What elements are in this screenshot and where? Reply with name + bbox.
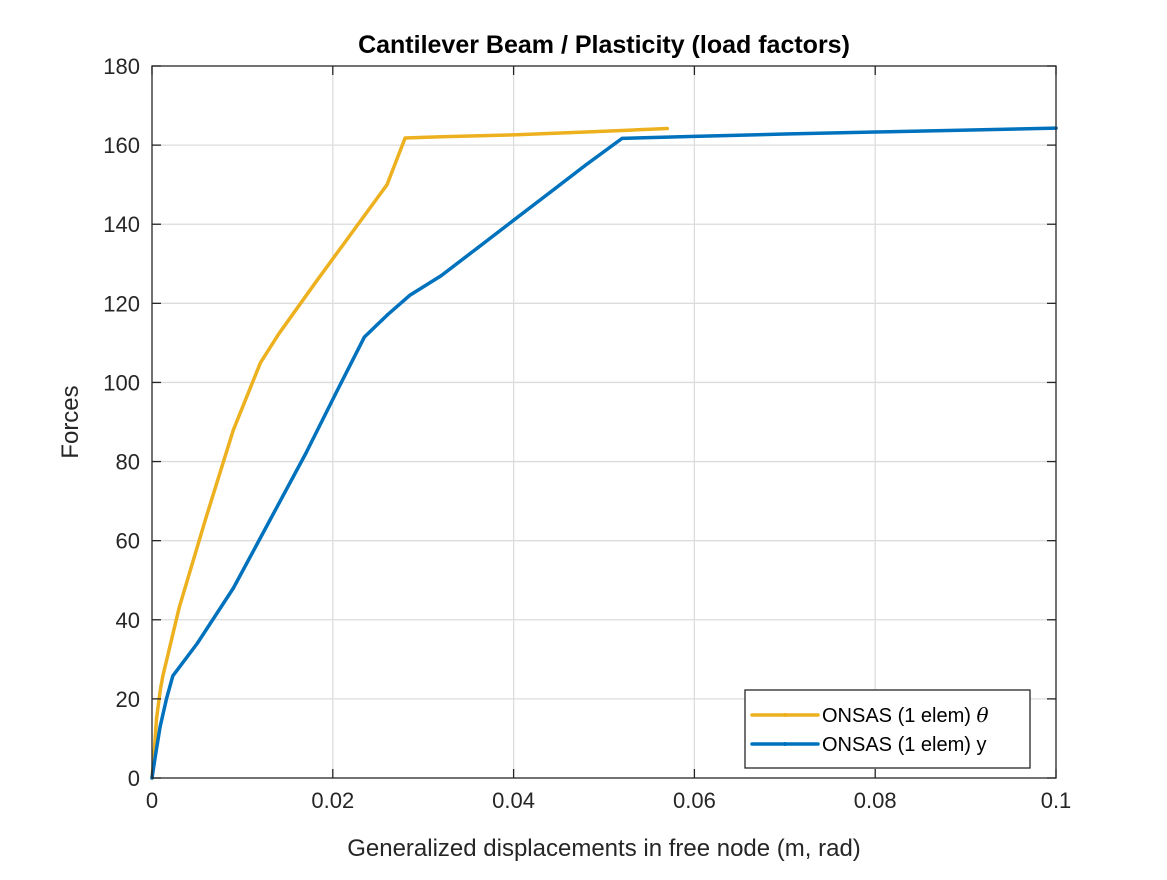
plot-area-border <box>151 65 1057 779</box>
axes <box>151 65 1057 779</box>
y-tick-label: 80 <box>116 450 140 475</box>
data-point <box>195 641 199 646</box>
data-point <box>620 136 624 140</box>
data-point <box>276 332 281 336</box>
y-tick-label: 160 <box>103 133 140 158</box>
data-point <box>511 218 516 222</box>
x-tick-label: 0.04 <box>492 788 535 813</box>
x-tick-label: 0 <box>146 788 158 813</box>
x-tick-label: 0.02 <box>311 788 354 813</box>
legend-label-y: ONSAS (1 elem) y <box>822 734 986 756</box>
data-point <box>385 313 389 317</box>
series-line-y <box>150 126 1058 780</box>
y-tick-label: 40 <box>116 608 140 633</box>
data-point <box>873 130 877 134</box>
legend-marker-theta <box>783 713 787 717</box>
data-point <box>231 428 235 432</box>
data-point <box>692 134 697 139</box>
y-tick-label: 100 <box>103 370 140 395</box>
data-point <box>164 697 169 701</box>
grid <box>152 66 1056 778</box>
data-point <box>475 246 480 250</box>
data-point <box>204 515 208 519</box>
data-point <box>161 674 165 678</box>
y-tick-label: 20 <box>116 687 140 712</box>
data-point <box>403 136 407 140</box>
data-point <box>385 183 389 187</box>
data-point <box>171 674 175 678</box>
data-point <box>439 135 443 139</box>
data-point <box>548 190 552 195</box>
legend-marker-y <box>783 742 787 746</box>
data-point <box>258 361 263 365</box>
data-point <box>158 689 162 693</box>
legend-box <box>744 689 1031 769</box>
data-point <box>313 281 317 286</box>
legend-label-theta-main: ONSAS (1 elem) <box>822 705 976 727</box>
data-point <box>439 274 443 278</box>
data-point <box>158 724 162 729</box>
y-tick-label: 180 <box>103 54 140 79</box>
data-point <box>362 335 367 339</box>
chart-title: Cantilever Beam / Plasticity (load facto… <box>358 31 850 59</box>
data-point <box>154 717 159 721</box>
data-point <box>511 133 516 137</box>
data-point <box>231 586 235 590</box>
data-point <box>304 452 308 456</box>
data-point <box>408 293 412 298</box>
x-tick-label: 0.06 <box>673 788 716 813</box>
data-point <box>964 128 968 132</box>
data-point <box>665 126 669 131</box>
plot-area-background <box>152 66 1056 778</box>
data-point <box>349 232 353 236</box>
legend: ONSAS (1 elem) θ ONSAS (1 elem) y <box>744 689 1031 769</box>
data-point <box>584 163 588 167</box>
y-tick-label: 120 <box>103 291 140 316</box>
y-axis-label: Forces <box>57 385 84 458</box>
legend-label-theta: ONSAS (1 elem) θ <box>822 703 989 727</box>
ticks: 0 0.02 0.04 0.06 0.08 0.1 0 20 40 60 80 100 120 140 16… <box>103 54 1071 813</box>
data-point <box>629 128 633 132</box>
data-point <box>584 130 588 134</box>
data-point <box>335 388 339 392</box>
y-tick-label: 140 <box>103 212 140 237</box>
data-point <box>783 132 787 136</box>
legend-label-theta-symbol: θ <box>976 703 988 727</box>
x-tick-label: 0.08 <box>854 788 897 813</box>
data-point <box>267 519 272 523</box>
data-point <box>154 752 158 756</box>
x-tick-label: 0.1 <box>1041 788 1072 813</box>
x-axis-label: Generalized displacements in free node (… <box>347 835 861 862</box>
data-point <box>177 606 181 610</box>
y-tick-label: 0 <box>128 766 140 791</box>
y-tick-label: 60 <box>116 529 140 554</box>
series-group <box>150 126 1058 780</box>
